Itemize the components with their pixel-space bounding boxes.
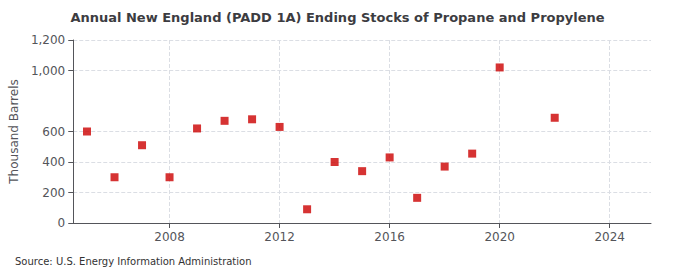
svg-text:0: 0 — [58, 216, 66, 230]
svg-text:1,200: 1,200 — [31, 33, 65, 47]
svg-text:2016: 2016 — [374, 230, 405, 244]
svg-text:Thousand Barrels: Thousand Barrels — [7, 79, 21, 184]
svg-text:2020: 2020 — [484, 230, 515, 244]
svg-text:1,000: 1,000 — [31, 64, 65, 78]
svg-text:200: 200 — [42, 186, 65, 200]
svg-text:2008: 2008 — [154, 230, 185, 244]
svg-text:2024: 2024 — [594, 230, 625, 244]
svg-text:Annual New England (PADD 1A) E: Annual New England (PADD 1A) Ending Stoc… — [70, 10, 604, 25]
svg-text:Source: U.S. Energy Informatio: Source: U.S. Energy Information Administ… — [15, 256, 252, 267]
svg-text:600: 600 — [42, 125, 65, 139]
svg-text:400: 400 — [42, 155, 65, 169]
svg-text:2012: 2012 — [264, 230, 295, 244]
